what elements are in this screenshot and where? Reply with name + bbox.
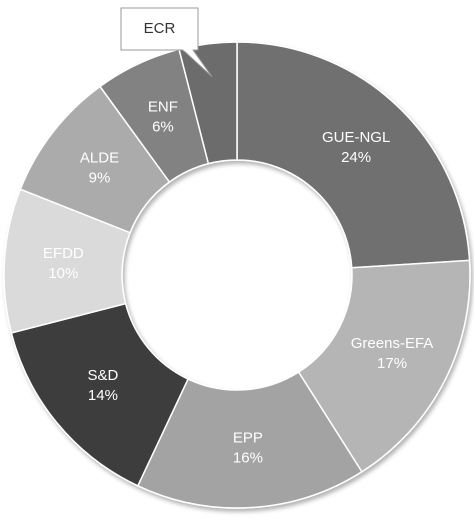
slice-value: 9%	[89, 169, 111, 186]
slice-name: EPP	[233, 430, 263, 447]
slice	[136, 371, 363, 509]
labels: GUE-NGL 24% Greens-EFA 17% EPP 16% S&D 14% EFDD 1…	[43, 7, 434, 467]
callout-label: ECR	[144, 20, 176, 37]
callout-box	[120, 7, 199, 51]
slice	[297, 259, 471, 473]
slice-name: Greens-EFA	[351, 335, 434, 352]
slice-value: 14%	[88, 387, 118, 404]
slice-name: GUE-NGL	[322, 129, 390, 146]
slice-name: EFDD	[43, 245, 84, 262]
slice-value: 6%	[152, 119, 174, 136]
donut	[3, 41, 471, 509]
slice-value: 24%	[341, 149, 371, 166]
slice-name: S&D	[88, 367, 119, 384]
slice-value: 16%	[233, 450, 263, 467]
slice-name: ENF	[148, 99, 178, 116]
slice-value: 17%	[377, 355, 407, 372]
slice-name: ALDE	[80, 149, 119, 166]
slice-value: 10%	[48, 265, 78, 282]
slice	[236, 41, 471, 269]
slice	[10, 302, 190, 487]
